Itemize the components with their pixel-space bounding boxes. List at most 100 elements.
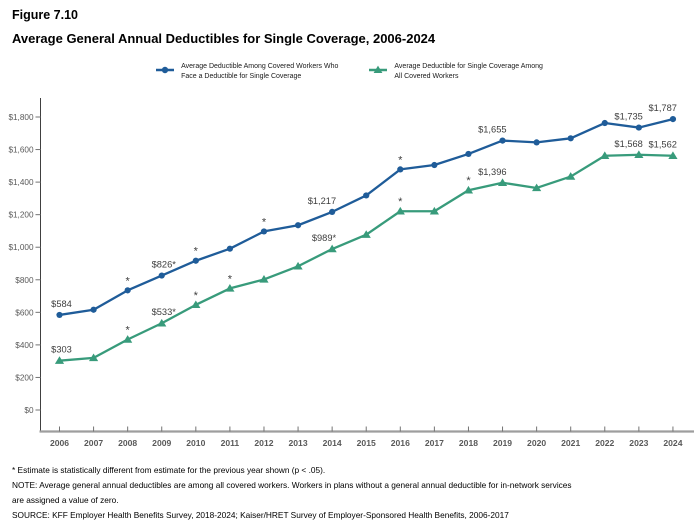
x-tick-label: 2016 xyxy=(391,438,410,448)
data-point-marker xyxy=(226,245,233,252)
legend-label-line: Face a Deductible for Single Coverage xyxy=(181,73,302,81)
y-tick-label: $400 xyxy=(15,341,34,350)
data-point-marker xyxy=(395,206,405,215)
data-point-marker xyxy=(192,257,199,264)
data-point-marker xyxy=(191,300,201,309)
data-point-label: $1,562 xyxy=(649,140,677,150)
data-point-marker xyxy=(566,172,576,180)
data-point-marker xyxy=(124,287,131,294)
footnote-source: SOURCE: KFF Employer Health Benefits Sur… xyxy=(12,510,509,520)
line-circle-marker-icon xyxy=(156,66,175,74)
data-point-marker xyxy=(329,208,336,215)
x-tick-label: 2018 xyxy=(459,438,478,448)
data-point-marker xyxy=(634,150,644,158)
data-point-label: $1,396 xyxy=(478,167,506,177)
data-point-marker xyxy=(600,151,610,159)
data-point-label: $533* xyxy=(152,307,177,317)
data-point-marker xyxy=(327,244,337,253)
significance-asterisk: * xyxy=(466,175,471,187)
legend-item-1: Average Deductible for Single Coverage A… xyxy=(368,62,543,82)
data-point-marker xyxy=(54,356,65,364)
significance-asterisk: * xyxy=(126,275,131,287)
data-point-label: $303 xyxy=(51,345,72,355)
legend-label-line: Average Deductible Among Covered Workers… xyxy=(181,63,339,70)
data-point-marker xyxy=(635,124,642,131)
data-point-marker xyxy=(431,161,438,169)
x-tick-label: 2008 xyxy=(118,438,137,448)
x-tick-label: 2013 xyxy=(288,438,307,448)
y-tick-label: $1,600 xyxy=(8,146,33,155)
data-point-label: $826* xyxy=(152,260,177,270)
data-point-marker xyxy=(293,261,303,270)
significance-asterisk: * xyxy=(262,216,267,228)
series-line-0 xyxy=(59,117,674,317)
data-point-label: $584 xyxy=(51,299,72,309)
footnote-significance: * Estimate is statistically different fr… xyxy=(12,465,326,475)
legend-label-line: All Covered Workers xyxy=(394,73,459,81)
y-tick-label: $600 xyxy=(15,308,34,317)
y-tick-label: $0 xyxy=(24,406,34,415)
data-point-label: $1,787 xyxy=(649,103,677,113)
data-point-marker xyxy=(429,206,439,215)
data-point-marker xyxy=(158,272,165,279)
data-point-marker xyxy=(463,185,474,194)
x-tick-label: 2015 xyxy=(357,438,376,448)
data-point-marker xyxy=(567,135,574,142)
x-tick-label: 2022 xyxy=(595,438,614,448)
footnote-note-line1: NOTE: Average general annual deductibles… xyxy=(12,480,572,490)
y-tick-label: $200 xyxy=(15,373,34,382)
x-tick-label: 2012 xyxy=(254,438,273,448)
x-tick-label: 2014 xyxy=(323,438,342,448)
significance-asterisk: * xyxy=(126,325,131,337)
series-line-1 xyxy=(59,153,673,362)
significance-asterisk: * xyxy=(194,246,199,258)
legend-triangle xyxy=(373,65,383,73)
x-tick-label: 2017 xyxy=(425,438,444,448)
data-point-marker xyxy=(90,306,97,313)
data-point-marker xyxy=(260,228,268,235)
legend-label-line: Average Deductible for Single Coverage A… xyxy=(394,63,543,70)
line-triangle-marker-icon xyxy=(369,65,388,73)
y-tick-label: $1,800 xyxy=(8,113,33,122)
y-tick-label: $1,000 xyxy=(8,243,33,252)
x-tick-label: 2024 xyxy=(663,438,682,448)
data-point-label: $1,568 xyxy=(614,139,642,149)
data-point-marker xyxy=(669,116,677,123)
legend-circle xyxy=(161,66,169,74)
x-tick-label: 2019 xyxy=(493,438,512,448)
x-tick-label: 2011 xyxy=(221,438,240,448)
chart-title: Average General Annual Deductibles for S… xyxy=(12,31,436,46)
data-point-marker xyxy=(157,318,167,327)
data-point-marker xyxy=(88,353,99,362)
x-tick-label: 2023 xyxy=(629,438,648,448)
significance-asterisk: * xyxy=(398,154,403,166)
data-point-marker xyxy=(499,137,506,144)
significance-asterisk: * xyxy=(398,196,403,208)
x-tick-label: 2007 xyxy=(84,438,103,448)
data-point-marker xyxy=(668,151,678,159)
data-point-marker xyxy=(497,178,508,186)
data-point-marker xyxy=(259,275,269,283)
y-tick-label: $1,200 xyxy=(8,211,33,220)
data-point-marker xyxy=(361,230,371,238)
data-point-marker xyxy=(123,335,133,343)
data-point-label: $1,217 xyxy=(308,196,336,206)
footnote-note-line2: are assigned a value of zero. xyxy=(12,495,119,505)
data-point-marker xyxy=(532,183,542,192)
legend-item-0: Average Deductible Among Covered Workers… xyxy=(155,62,338,82)
x-tick-label: 2021 xyxy=(561,438,580,448)
legend-label: Average Deductible Among Covered Workers… xyxy=(181,62,338,82)
data-point-marker xyxy=(56,311,63,319)
significance-asterisk: * xyxy=(194,290,199,302)
data-point-marker xyxy=(397,166,404,173)
data-point-label: $1,655 xyxy=(478,125,506,135)
y-tick-label: $800 xyxy=(15,276,34,285)
data-point-marker xyxy=(363,192,370,199)
y-tick-label: $1,400 xyxy=(8,178,33,187)
data-point-label: $989* xyxy=(312,233,337,243)
data-point-label: $1,735 xyxy=(614,112,642,122)
data-point-marker xyxy=(225,284,235,292)
x-tick-label: 2009 xyxy=(152,438,171,448)
